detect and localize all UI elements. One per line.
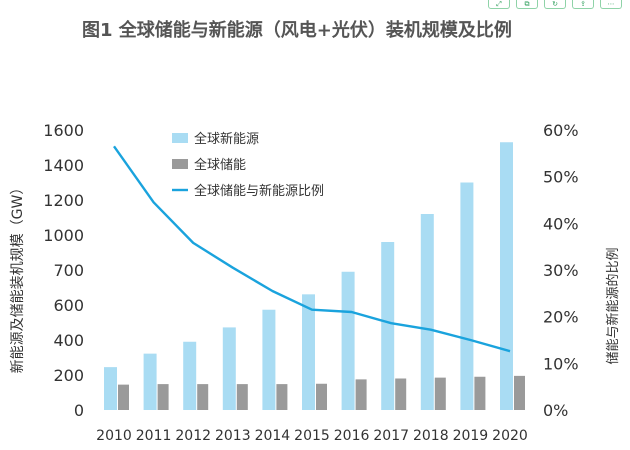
- storage-bar: [355, 379, 367, 410]
- legend-label: 全球储能与新能源比例: [194, 183, 324, 199]
- new-energy-bar: [183, 341, 197, 410]
- legend-swatch-storage: [172, 159, 188, 169]
- new-energy-bar: [262, 309, 276, 410]
- x-axis-tick-label: 2018: [413, 428, 449, 444]
- left-axis-tick-label: 1400: [43, 156, 84, 175]
- new-energy-bar: [500, 142, 513, 410]
- left-axis-tick-label: 400: [53, 331, 84, 350]
- x-axis-tick-label: 2016: [334, 428, 370, 444]
- storage-bar: [276, 384, 288, 410]
- share-icon[interactable]: ⇪: [572, 0, 594, 9]
- new-energy-bar: [143, 353, 157, 410]
- right-axis-tick-label: 0%: [543, 401, 568, 420]
- y2-axis-label: 储能与新能源的比例: [605, 247, 621, 364]
- ratio-line-group: [113, 145, 511, 353]
- x-axis-tick-label: 2015: [294, 428, 330, 444]
- x-axis-tick-label: 2010: [96, 428, 132, 444]
- x-axis-tick-label: 2011: [136, 428, 172, 444]
- right-axis-tick-label: 10%: [543, 354, 579, 373]
- left-axis-tick-label: 1000: [43, 226, 84, 245]
- ratio-line: [113, 145, 511, 353]
- right-axis-tick-label: 50%: [543, 168, 579, 187]
- x-axis-tick-label: 2017: [373, 428, 409, 444]
- left-axis-ticks: 0 200 400 600 700 1000 1200 1400 1600: [43, 121, 84, 420]
- new-energy-bar: [460, 182, 474, 410]
- x-axis-ticks: 2010 2011 2012 2013 2014 2015 2016 2017 2018 2019…: [96, 428, 528, 444]
- left-axis-tick-label: 200: [53, 366, 84, 385]
- left-axis-tick-label: 1600: [43, 121, 84, 140]
- x-axis-tick-label: 2013: [215, 428, 251, 444]
- left-axis-tick-label: 600: [53, 296, 84, 315]
- new-energy-bar: [104, 367, 117, 410]
- storage-bar: [434, 377, 446, 410]
- chart-title: 图1 全球储能与新能源（风电+光伏）装机规模及比例: [82, 19, 512, 41]
- legend-swatch-new-energy: [172, 133, 188, 143]
- x-axis-tick-label: 2019: [453, 428, 489, 444]
- right-axis-ticks: 0% 10% 20% 30% 40% 50% 60%: [543, 121, 579, 420]
- bar-series-group: [104, 142, 525, 410]
- storage-bar: [157, 384, 169, 410]
- left-axis-tick-label: 700: [53, 261, 84, 280]
- storage-bar: [514, 375, 525, 410]
- right-axis-tick-label: 40%: [543, 214, 579, 233]
- legend-label: 全球储能: [194, 157, 246, 173]
- new-energy-bar: [341, 271, 355, 410]
- left-axis-tick-label: 0: [74, 401, 84, 420]
- image-toolbar: ⤢ ⧉ ↻ ⇪ ⋯: [488, 0, 622, 9]
- storage-bar: [316, 383, 327, 410]
- x-axis-tick-label: 2020: [492, 428, 528, 444]
- refresh-icon[interactable]: ↻: [544, 0, 566, 9]
- new-energy-bar: [302, 294, 315, 410]
- x-axis-tick-label: 2014: [255, 428, 291, 444]
- expand-icon[interactable]: ⤢: [488, 0, 510, 9]
- left-axis-tick-label: 1200: [43, 191, 84, 210]
- x-axis-tick-label: 2012: [175, 428, 211, 444]
- new-energy-bar: [420, 214, 434, 410]
- y-axis-label: 新能源及储能装机规模（GW）: [10, 181, 26, 374]
- new-energy-bar: [381, 242, 395, 410]
- more-icon[interactable]: ⋯: [600, 0, 622, 9]
- storage-bar: [118, 384, 129, 410]
- storage-bar: [395, 378, 407, 410]
- storage-bar: [197, 384, 209, 410]
- right-axis-tick-label: 30%: [543, 261, 579, 280]
- new-energy-bar: [222, 327, 236, 410]
- copy-icon[interactable]: ⧉: [516, 0, 538, 9]
- right-axis-tick-label: 60%: [543, 121, 579, 140]
- storage-bar: [236, 384, 248, 410]
- storage-bar: [474, 376, 486, 410]
- right-axis-tick-label: 20%: [543, 308, 579, 327]
- legend-label: 全球新能源: [194, 131, 259, 147]
